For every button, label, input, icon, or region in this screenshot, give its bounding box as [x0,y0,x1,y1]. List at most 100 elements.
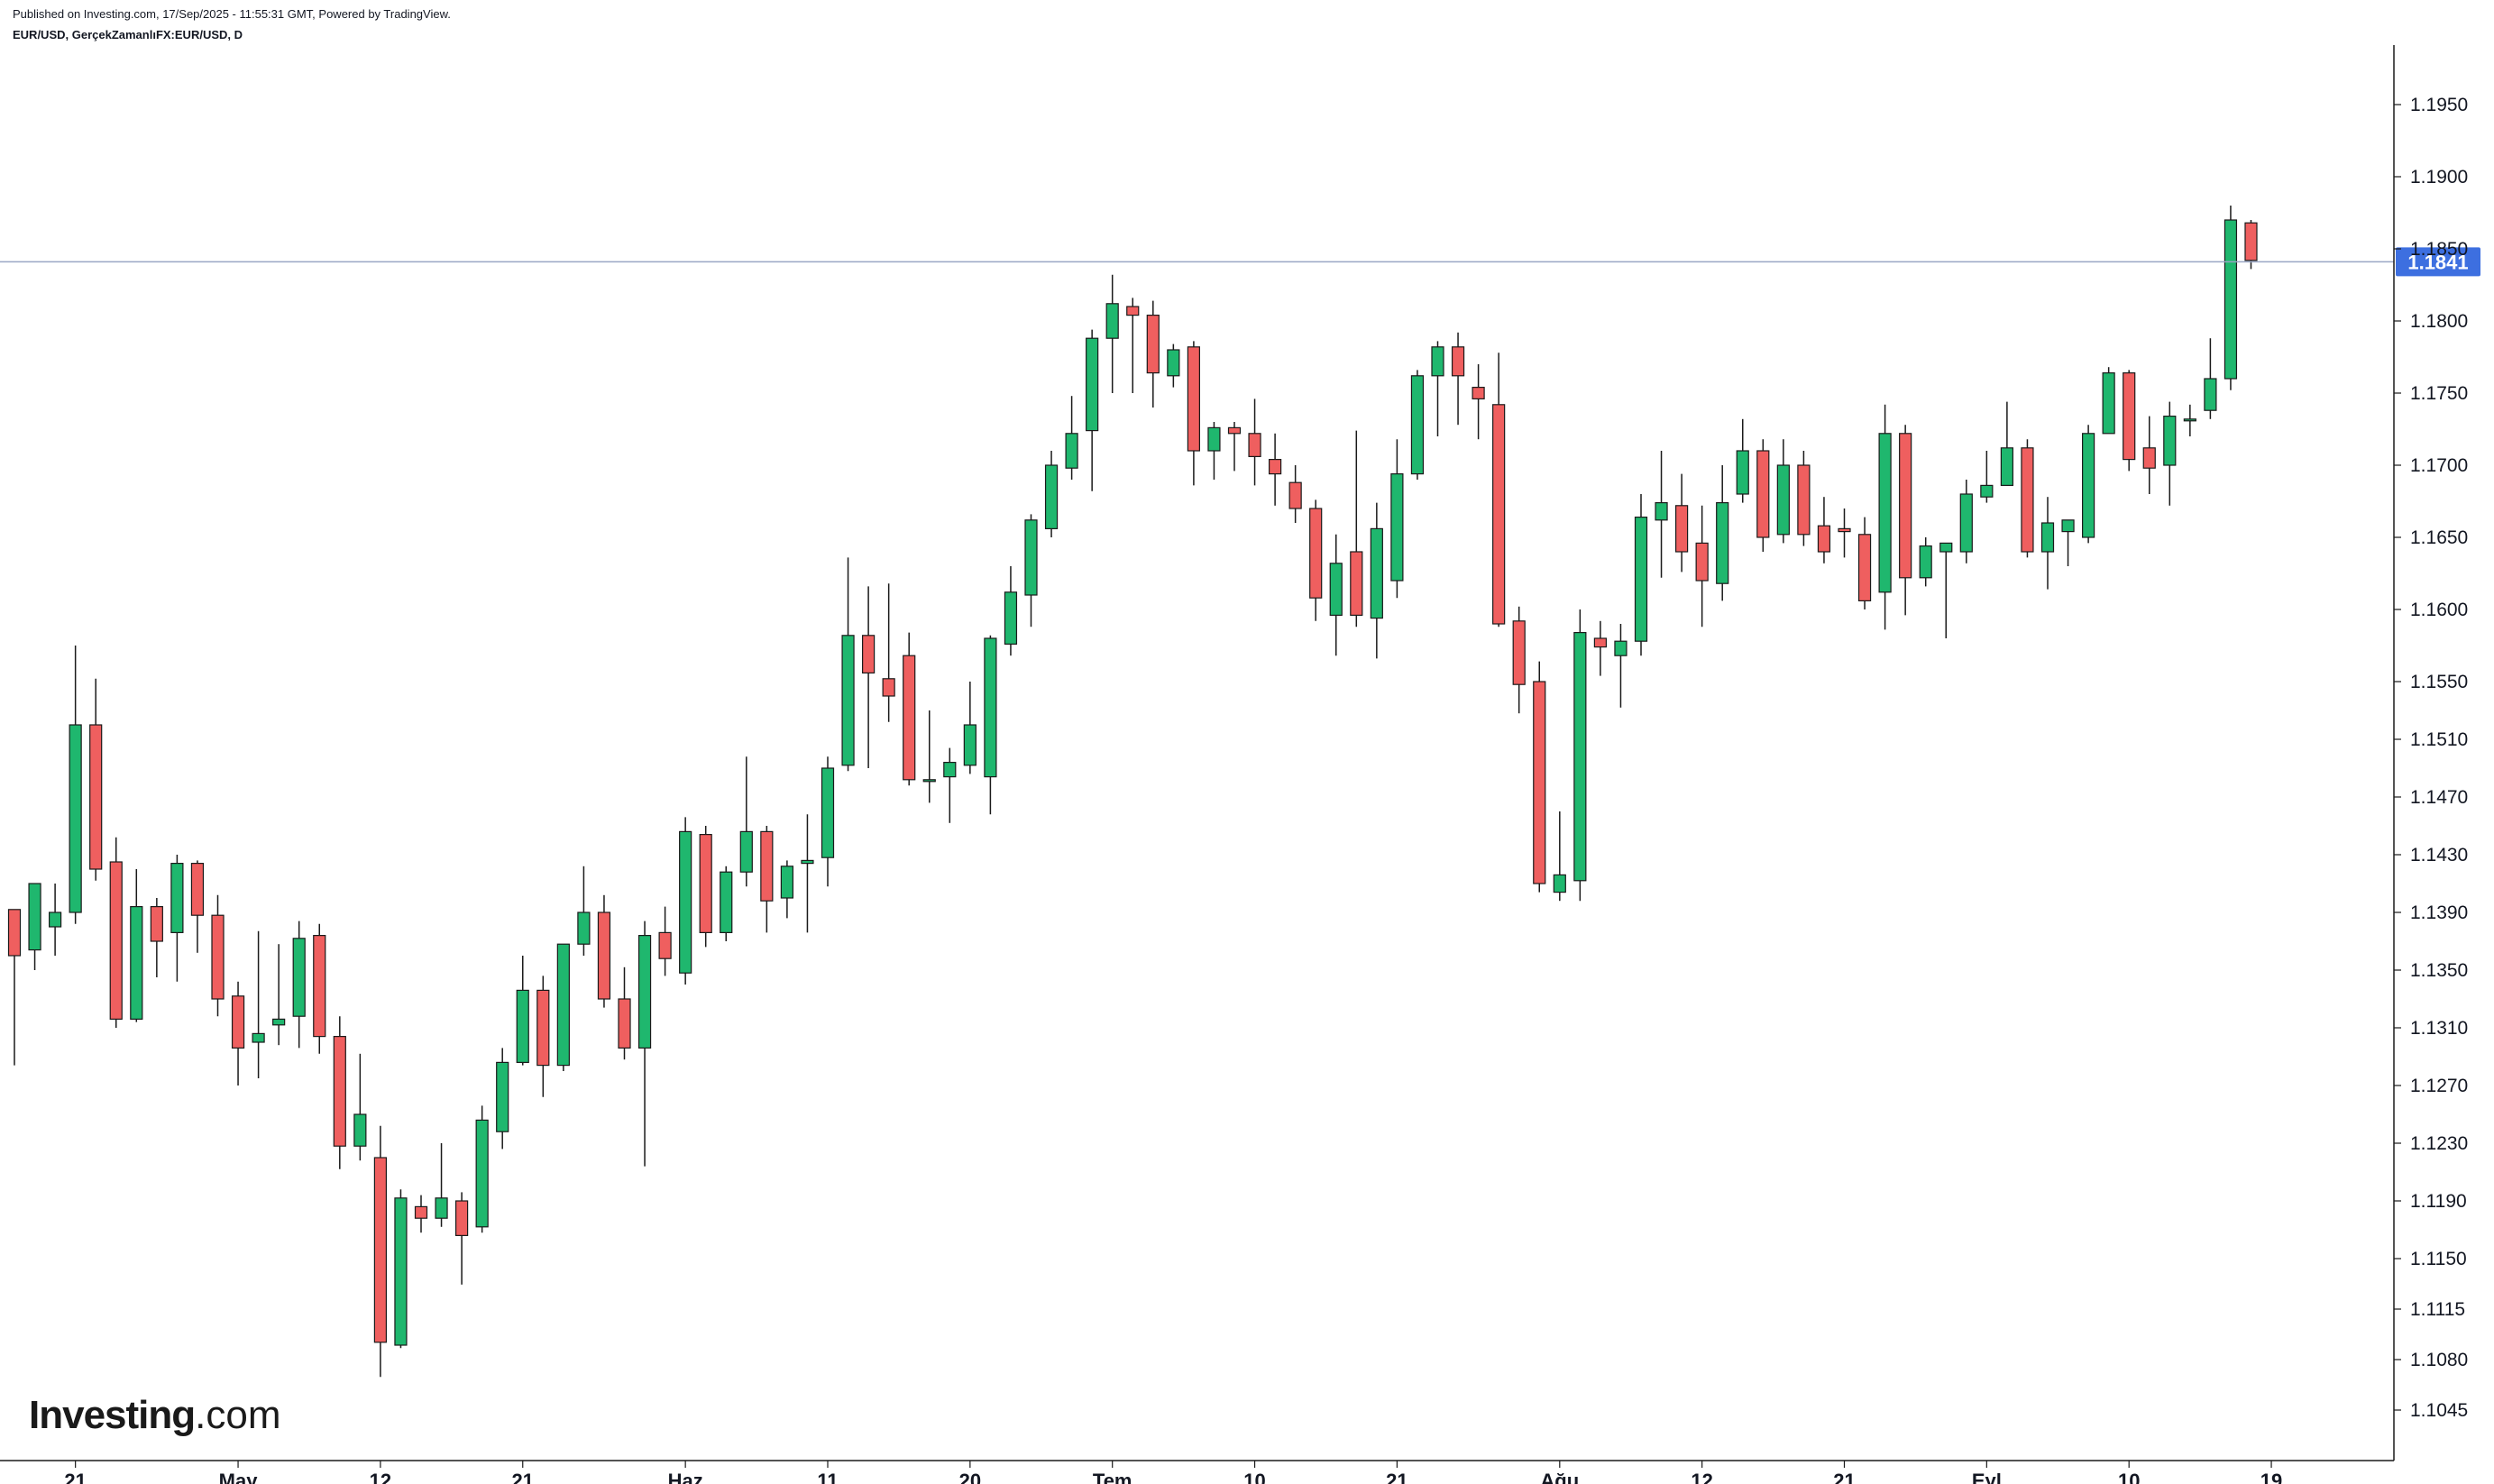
candle-body-down [109,861,123,1020]
y-tick-label: 1.1350 [2410,960,2468,981]
candle [618,966,631,1060]
candle [170,855,184,982]
candle-body-down [150,905,163,942]
candle-body-down [414,1205,428,1219]
candle [1065,396,1078,480]
x-tick-label: 21 [1833,1470,1855,1484]
candle [2224,206,2238,390]
candle [2061,519,2075,566]
candle-body-down [1472,387,1485,400]
candle-body-up [2061,519,2075,533]
candle [190,860,205,953]
candle [28,883,41,970]
candle-body-up [577,911,591,945]
symbol-title: EUR/USD, GerçekZamanlıFX:EUR/USD, D [13,28,243,41]
candle-body-up [1776,464,1790,536]
candle [1004,566,1018,656]
candle [1370,502,1383,659]
candle-body-up [1024,519,1038,596]
candle [556,943,570,1071]
candle [252,930,265,1078]
candle-body-up [801,859,814,865]
candle-body-down [1492,404,1506,625]
candle-body-down [903,655,916,781]
candle [2000,401,2013,486]
candle [903,632,916,786]
candle-body-down [1674,505,1689,553]
candle-body-up [1329,563,1343,616]
candle [7,909,22,1066]
y-tick-label: 1.1270 [2410,1076,2468,1096]
candle [2163,401,2177,506]
candle [861,586,876,768]
candle-body-up [170,862,184,933]
last-price-badge [2396,247,2480,277]
candle [89,678,103,881]
candle [333,1016,346,1169]
candle [679,817,692,985]
y-tick-label: 1.1600 [2410,600,2468,620]
candle [2021,439,2034,558]
candle [1695,505,1709,627]
y-tick-label: 1.1950 [2410,95,2468,115]
y-tick-label: 1.1310 [2410,1018,2468,1039]
candle [313,923,326,1054]
candle [69,646,82,924]
candle-body-down [1451,346,1465,377]
candle [109,837,123,1028]
candle [801,814,814,933]
candle [1472,364,1485,440]
candle [2204,338,2217,419]
candle-body-down [658,931,672,959]
candle-body-down [597,911,611,1000]
candle-body-down [618,998,631,1049]
candle [1146,300,1160,408]
candle [1329,534,1343,656]
candle [1838,508,1851,558]
y-tick-label: 1.1700 [2410,455,2468,476]
candle-body-up [922,779,936,783]
candle [2102,367,2115,435]
candle-body-up [1573,631,1587,882]
x-tick-label: 10 [1243,1470,1265,1484]
candle-body-up [963,724,977,766]
candle [1410,370,1425,480]
candle [699,826,712,948]
candle-body-up [435,1197,448,1219]
candle [130,869,143,1022]
candle-body-down [7,909,22,957]
candle [1167,344,1180,388]
candle-body-up [1086,337,1099,432]
candle [455,1192,469,1285]
candle-body-down [2142,447,2156,469]
candle-body-up [2204,378,2217,411]
candle-body-down [373,1157,387,1343]
candle-body-down [313,934,326,1038]
candle-body-up [28,883,41,951]
candle [1390,439,1404,599]
candle [1919,537,1932,587]
candle [414,1195,428,1233]
candle [963,682,977,774]
candle [1553,811,1566,902]
candle [1227,422,1242,472]
candle [1573,609,1587,902]
candle-body-up [1004,591,1018,645]
candle-body-up [1553,874,1566,893]
candle-body-down [1756,450,1770,538]
candle [435,1143,448,1227]
candle-body-up [1390,472,1404,582]
candle [1086,329,1099,491]
investing-logo[interactable]: Investing.com [29,1393,281,1438]
candle-body-down [1857,534,1872,601]
candle-body-up [292,938,306,1017]
overlay-group: 1.1841 [0,247,2480,277]
candle-body-up [496,1061,509,1132]
candle-body-up [1044,464,1059,530]
candle-body-up [69,724,82,913]
candle [1248,398,1261,486]
candle [1533,661,1546,893]
y-tick-label: 1.1190 [2410,1191,2467,1212]
